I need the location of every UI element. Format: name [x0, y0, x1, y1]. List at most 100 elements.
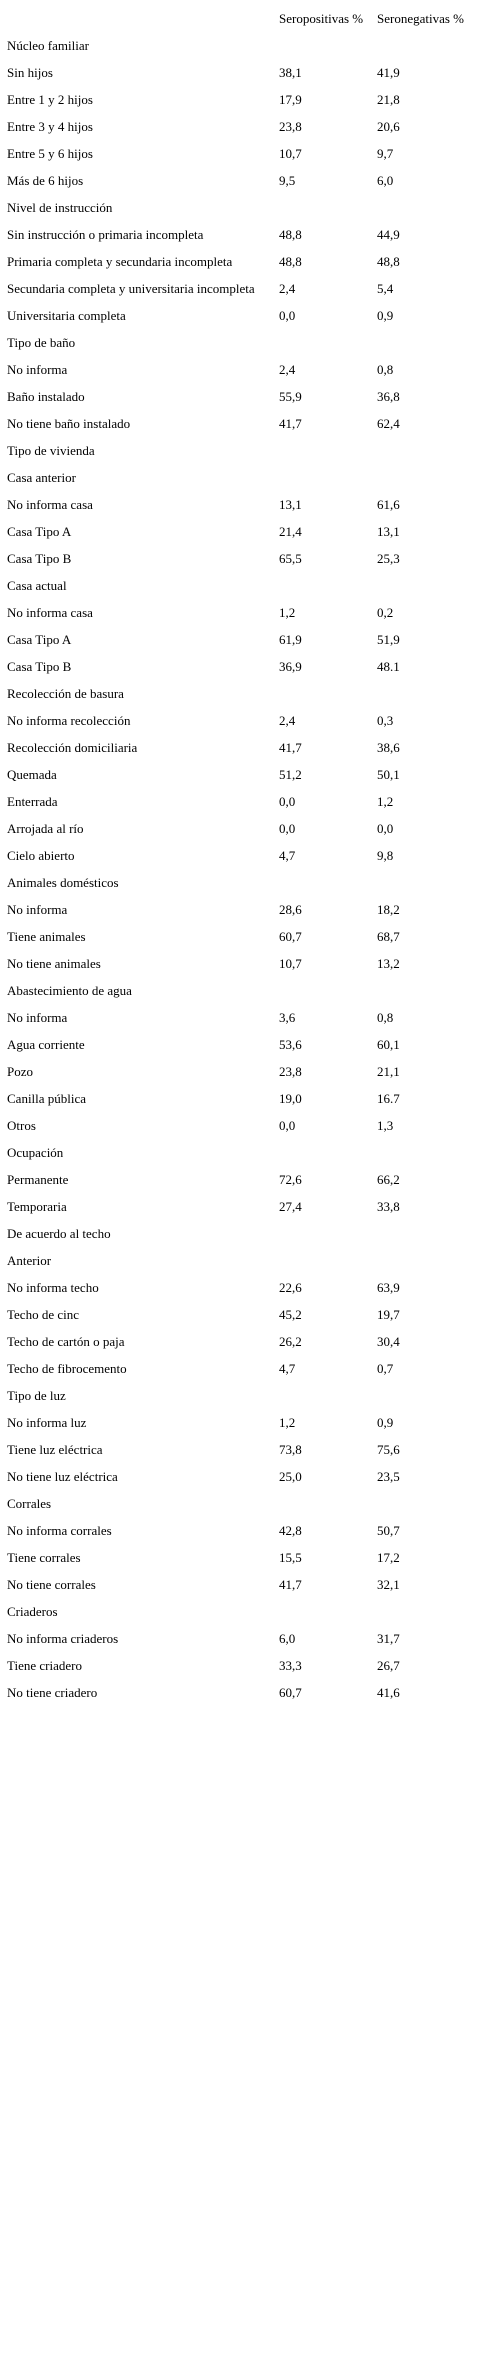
cell-value: 0,8 [377, 1010, 394, 1025]
header-row: Seropositivas % Seronegativas % [0, 5, 482, 32]
data-row: Primaria completa y secundaria incomplet… [0, 248, 482, 275]
row-label: Casa Tipo A [7, 632, 72, 647]
data-row: Enterrada 0,0 1,2 [0, 788, 482, 815]
data-row: Entre 1 y 2 hijos 17,9 21,8 [0, 86, 482, 113]
row-label: Tipo de baño [7, 335, 76, 350]
cell-value: 19,7 [377, 1307, 400, 1322]
cell-value: 48.1 [377, 659, 400, 674]
section-row: Tipo de vivienda [0, 437, 482, 464]
cell-value: 23,8 [279, 119, 302, 134]
data-row: No informa techo 22,6 63,9 [0, 1274, 482, 1301]
cell-value: 38,1 [279, 65, 302, 80]
row-label: Sin hijos [7, 65, 53, 80]
cell-value: 1,2 [377, 794, 394, 809]
data-row: Tiene animales 60,7 68,7 [0, 923, 482, 950]
row-label: No informa techo [7, 1280, 99, 1295]
cell-value: 0,0 [279, 308, 296, 323]
data-row: Sin hijos 38,1 41,9 [0, 59, 482, 86]
row-label: Temporaria [7, 1199, 67, 1214]
row-label: Entre 3 y 4 hijos [7, 119, 93, 134]
data-row: No informa criaderos 6,0 31,7 [0, 1625, 482, 1652]
cell-value: 10,7 [279, 146, 302, 161]
data-row: Casa Tipo B 36,9 48.1 [0, 653, 482, 680]
cell-value: 5,4 [377, 281, 394, 296]
row-label: No informa criaderos [7, 1631, 119, 1646]
cell-value: 48,8 [279, 254, 302, 269]
cell-value: 62,4 [377, 416, 400, 431]
column-header: Seropositivas % [279, 11, 364, 26]
row-label: Entre 1 y 2 hijos [7, 92, 93, 107]
data-row: Pozo 23,8 21,1 [0, 1058, 482, 1085]
row-label: Baño instalado [7, 389, 85, 404]
row-label: Agua corriente [7, 1037, 85, 1052]
section-row: Abastecimiento de agua [0, 977, 482, 1004]
data-row: No tiene baño instalado 41,7 62,4 [0, 410, 482, 437]
row-label: Casa Tipo B [7, 551, 72, 566]
section-row: Corrales [0, 1490, 482, 1517]
row-label: Techo de fibrocemento [7, 1361, 127, 1376]
data-row: No informa 3,6 0,8 [0, 1004, 482, 1031]
cell-value: 2,4 [279, 281, 296, 296]
cell-value: 33,8 [377, 1199, 400, 1214]
cell-value: 38,6 [377, 740, 400, 755]
row-label: No informa corrales [7, 1523, 112, 1538]
cell-value: 22,6 [279, 1280, 302, 1295]
row-label: Primaria completa y secundaria incomplet… [7, 254, 233, 269]
cell-value: 2,4 [279, 362, 296, 377]
data-row: No tiene luz eléctrica 25,0 23,5 [0, 1463, 482, 1490]
cell-value: 41,9 [377, 65, 400, 80]
cell-value: 17,2 [377, 1550, 400, 1565]
data-row: Canilla pública 19,0 16.7 [0, 1085, 482, 1112]
section-row: Tipo de luz [0, 1382, 482, 1409]
row-label: Casa actual [7, 578, 67, 593]
data-row: Agua corriente 53,6 60,1 [0, 1031, 482, 1058]
cell-value: 0,7 [377, 1361, 394, 1376]
data-row: Cielo abierto 4,7 9,8 [0, 842, 482, 869]
cell-value: 23,5 [377, 1469, 400, 1484]
cell-value: 32,1 [377, 1577, 400, 1592]
row-label: Más de 6 hijos [7, 173, 84, 188]
row-label: No tiene luz eléctrica [7, 1469, 118, 1484]
row-label: Enterrada [7, 794, 58, 809]
row-label: Casa anterior [7, 470, 76, 485]
data-row: Tiene criadero 33,3 26,7 [0, 1652, 482, 1679]
row-label: Pozo [7, 1064, 33, 1079]
row-label: Abastecimiento de agua [7, 983, 132, 998]
cell-value: 51,2 [279, 767, 302, 782]
cell-value: 75,6 [377, 1442, 400, 1457]
data-row: Tiene corrales 15,5 17,2 [0, 1544, 482, 1571]
data-row: Recolección domiciliaria 41,7 38,6 [0, 734, 482, 761]
cell-value: 26,2 [279, 1334, 302, 1349]
data-row: No informa casa 1,2 0,2 [0, 599, 482, 626]
cell-value: 33,3 [279, 1658, 302, 1673]
cell-value: 0,0 [279, 794, 296, 809]
cell-value: 25,0 [279, 1469, 302, 1484]
row-label: Universitaria completa [7, 308, 126, 323]
data-row: Más de 6 hijos 9,5 6,0 [0, 167, 482, 194]
data-row: No informa casa 13,1 61,6 [0, 491, 482, 518]
cell-value: 9,5 [279, 173, 296, 188]
row-label: Ocupación [7, 1145, 64, 1160]
cell-value: 30,4 [377, 1334, 400, 1349]
row-label: Cielo abierto [7, 848, 75, 863]
row-label: Casa Tipo B [7, 659, 72, 674]
cell-value: 0,9 [377, 1415, 394, 1430]
cell-value: 17,9 [279, 92, 302, 107]
cell-value: 41,6 [377, 1685, 400, 1700]
cell-value: 63,9 [377, 1280, 400, 1295]
cell-value: 48,8 [279, 227, 302, 242]
section-row: Recolección de basura [0, 680, 482, 707]
row-label: No informa [7, 902, 68, 917]
data-row: Casa Tipo A 21,4 13,1 [0, 518, 482, 545]
row-label: No informa recolección [7, 713, 131, 728]
cell-value: 53,6 [279, 1037, 302, 1052]
row-label: No tiene animales [7, 956, 101, 971]
row-label: No tiene criadero [7, 1685, 98, 1700]
row-label: Núcleo familiar [7, 38, 89, 53]
section-row: Casa anterior [0, 464, 482, 491]
cell-value: 19,0 [279, 1091, 302, 1106]
row-label: Casa Tipo A [7, 524, 72, 539]
cell-value: 0,8 [377, 362, 394, 377]
cell-value: 51,9 [377, 632, 400, 647]
